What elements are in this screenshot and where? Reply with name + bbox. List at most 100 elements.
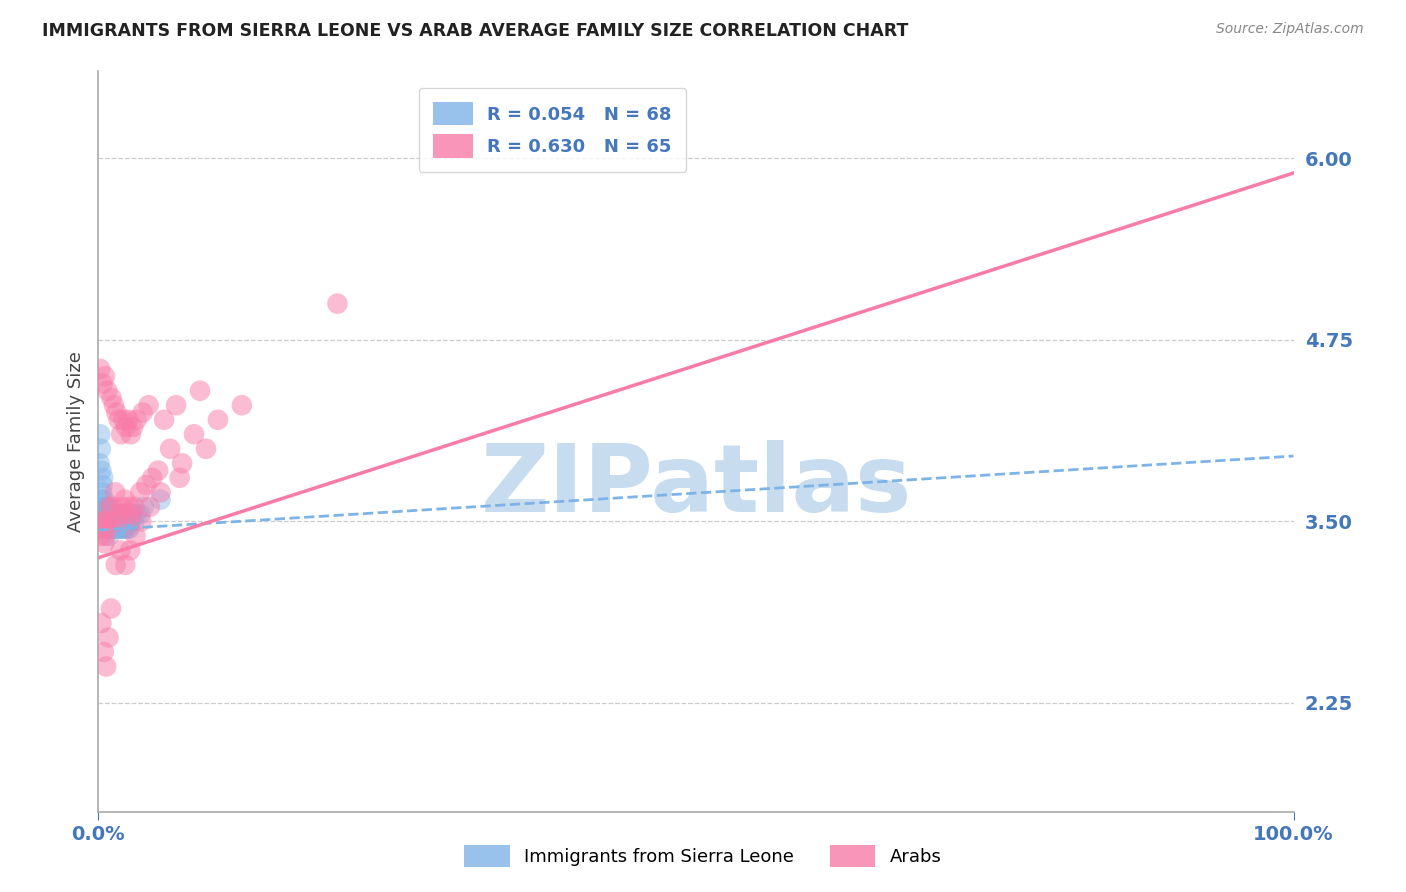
Legend: R = 0.054   N = 68, R = 0.630   N = 65: R = 0.054 N = 68, R = 0.630 N = 65 (419, 87, 686, 172)
Point (153, 413, 176, 427)
Text: ZIPatlas: ZIPatlas (481, 440, 911, 532)
Point (105, 522, 128, 536)
Point (91, 515, 114, 529)
Point (120, 515, 142, 529)
Point (91, 507, 114, 521)
Point (135, 478, 157, 492)
Point (89, 362, 111, 376)
Point (117, 515, 139, 529)
Point (138, 398, 160, 412)
Point (188, 384, 211, 398)
Point (122, 420, 145, 434)
Point (93, 645, 115, 659)
Point (89, 500, 111, 514)
Point (94, 369, 117, 384)
Point (94, 507, 117, 521)
Point (104, 558, 127, 572)
Point (115, 507, 138, 521)
Point (105, 405, 128, 419)
Point (100, 601, 122, 615)
Point (107, 413, 129, 427)
Point (326, 296, 349, 310)
Point (98, 515, 122, 529)
Point (124, 515, 146, 529)
Point (114, 558, 136, 572)
Point (97, 507, 120, 521)
Point (89, 456, 111, 470)
Point (96, 515, 118, 529)
Point (100, 522, 122, 536)
Point (108, 507, 131, 521)
Point (125, 507, 148, 521)
Point (124, 500, 146, 514)
Point (231, 398, 253, 412)
Point (129, 507, 152, 521)
Point (112, 413, 135, 427)
Point (91, 485, 114, 500)
Point (100, 391, 122, 405)
Point (114, 507, 136, 521)
Point (104, 515, 127, 529)
Point (97, 515, 120, 529)
Point (121, 507, 143, 521)
Point (90, 442, 112, 456)
Point (114, 492, 136, 507)
Point (93, 536, 115, 550)
Point (104, 507, 127, 521)
Point (103, 507, 125, 521)
Point (100, 515, 122, 529)
Point (97, 515, 120, 529)
Point (101, 515, 124, 529)
Point (98, 500, 121, 514)
Point (93, 515, 115, 529)
Point (169, 471, 191, 485)
Point (195, 442, 218, 456)
Point (98, 522, 121, 536)
Point (118, 515, 141, 529)
Point (90, 529, 112, 543)
Point (98, 522, 121, 536)
Point (115, 420, 138, 434)
Text: IMMIGRANTS FROM SIERRA LEONE VS ARAB AVERAGE FAMILY SIZE CORRELATION CHART: IMMIGRANTS FROM SIERRA LEONE VS ARAB AVE… (42, 22, 908, 40)
Point (107, 507, 129, 521)
Point (110, 427, 132, 442)
Point (132, 500, 155, 514)
Point (101, 522, 124, 536)
Point (112, 515, 135, 529)
Point (183, 427, 205, 442)
Point (115, 515, 138, 529)
Point (125, 413, 148, 427)
Point (124, 529, 146, 543)
Point (94, 515, 117, 529)
Point (91, 376, 114, 391)
Point (105, 515, 128, 529)
Point (96, 522, 118, 536)
Point (159, 442, 181, 456)
Point (120, 543, 142, 558)
Point (118, 500, 141, 514)
Point (90, 615, 112, 630)
Point (121, 507, 143, 521)
Point (141, 471, 163, 485)
Point (97, 500, 120, 514)
Point (89, 515, 111, 529)
Point (110, 515, 132, 529)
Point (115, 515, 138, 529)
Point (101, 500, 124, 514)
Text: Source: ZipAtlas.com: Source: ZipAtlas.com (1216, 22, 1364, 37)
Point (96, 515, 118, 529)
Point (91, 478, 114, 492)
Point (115, 522, 138, 536)
Point (112, 515, 135, 529)
Point (98, 529, 121, 543)
Point (103, 515, 125, 529)
Point (94, 507, 117, 521)
Point (91, 471, 114, 485)
Point (96, 500, 118, 514)
Point (97, 631, 120, 645)
Point (207, 413, 229, 427)
Point (110, 515, 132, 529)
Point (148, 464, 170, 478)
Point (118, 522, 141, 536)
Point (129, 485, 152, 500)
